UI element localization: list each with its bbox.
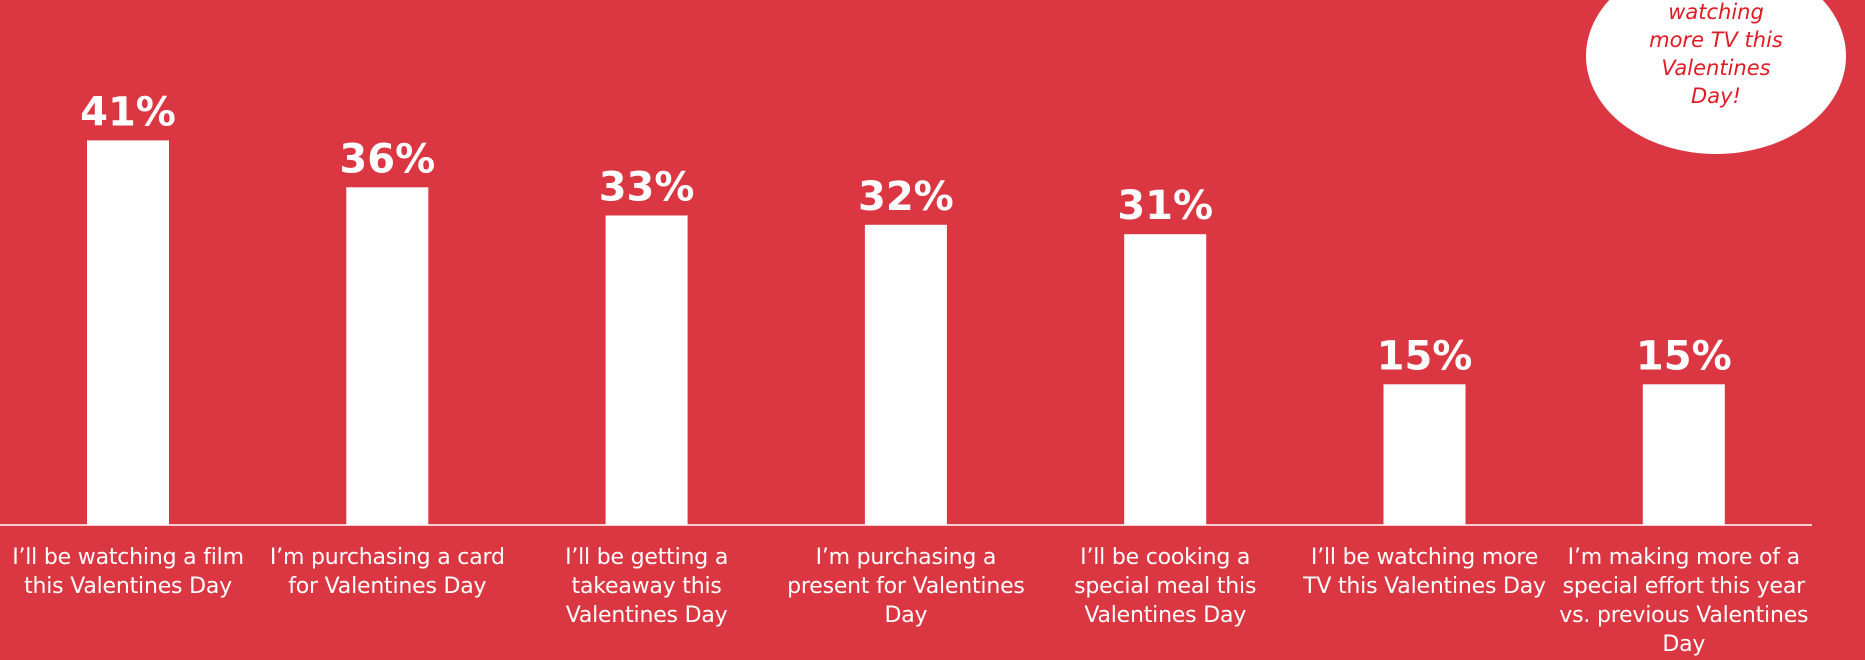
bar-value-label-6: 15% bbox=[1377, 333, 1473, 379]
category-label-2: I’m purchasing a card for Valentines Day bbox=[269, 545, 505, 599]
bar-1 bbox=[87, 140, 169, 525]
category-label-3: I’ll be getting a takeaway this Valentin… bbox=[565, 545, 729, 628]
bar-5 bbox=[1124, 234, 1207, 525]
bar-7 bbox=[1642, 384, 1725, 525]
bar-value-label-5: 31% bbox=[1117, 183, 1213, 229]
bar-6 bbox=[1383, 384, 1466, 525]
callout-text: will be watching more TV this Valentines… bbox=[1649, 0, 1783, 108]
bar-value-label-1: 41% bbox=[80, 89, 176, 135]
bar-value-label-4: 32% bbox=[858, 174, 954, 220]
bar-3 bbox=[605, 215, 688, 525]
category-label-4: I’m purchasing a present for Valentines … bbox=[787, 545, 1025, 628]
category-label-6: I’ll be watching more TV this Valentines… bbox=[1303, 545, 1546, 599]
bar-value-label-3: 33% bbox=[599, 165, 695, 211]
category-label-7: I’m making more of a special effort this… bbox=[1559, 545, 1809, 657]
callout-bubble: will be watching more TV this Valentines… bbox=[1586, 0, 1846, 154]
bar-value-label-7: 15% bbox=[1636, 333, 1732, 379]
category-label-5: I’ll be cooking a special meal this Vale… bbox=[1074, 545, 1257, 628]
category-label-1: I’ll be watching a film this Valentines … bbox=[12, 545, 244, 599]
bar-value-label-2: 36% bbox=[339, 136, 435, 182]
bar-2 bbox=[346, 187, 429, 526]
bar-4 bbox=[864, 224, 947, 526]
